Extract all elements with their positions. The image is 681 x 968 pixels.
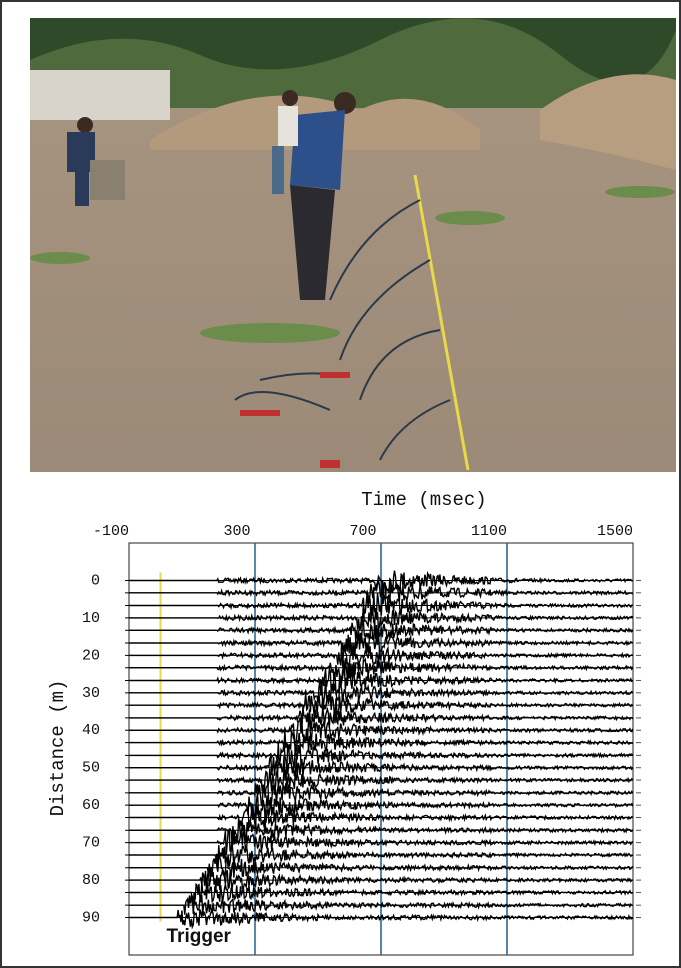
y-tick-label: 70 bbox=[82, 835, 100, 852]
y-tick-label: 10 bbox=[82, 610, 100, 627]
trace bbox=[129, 742, 634, 768]
trace bbox=[129, 842, 634, 867]
y-tick-label: 40 bbox=[82, 722, 100, 739]
x-tick-label: -100 bbox=[93, 523, 129, 540]
y-tick-label: 30 bbox=[82, 685, 100, 702]
trace bbox=[129, 706, 634, 731]
trace bbox=[129, 805, 634, 829]
trace bbox=[129, 908, 634, 930]
trace bbox=[129, 618, 634, 644]
trace bbox=[129, 768, 634, 793]
trace bbox=[129, 718, 634, 745]
y-tick-label: 90 bbox=[82, 910, 100, 927]
x-tick-label: 1100 bbox=[471, 523, 507, 540]
trace bbox=[129, 570, 633, 594]
y-axis-label: Distance (m) bbox=[47, 680, 69, 817]
x-axis-label: Time (msec) bbox=[361, 489, 486, 511]
trace bbox=[129, 855, 634, 878]
trace bbox=[129, 592, 633, 617]
x-tick-label: 700 bbox=[349, 523, 376, 540]
trace bbox=[129, 818, 634, 844]
trigger-label: Trigger bbox=[167, 926, 232, 947]
trace bbox=[129, 642, 634, 668]
x-tick-label: 1500 bbox=[597, 523, 633, 540]
trace bbox=[129, 680, 634, 705]
trace bbox=[129, 782, 634, 809]
trace bbox=[129, 657, 634, 684]
trace bbox=[129, 792, 634, 820]
trace bbox=[129, 829, 634, 855]
y-tick-label: 50 bbox=[82, 760, 100, 777]
field-photo bbox=[30, 18, 676, 472]
trace bbox=[129, 604, 634, 632]
trace bbox=[129, 579, 633, 605]
trace bbox=[129, 881, 634, 905]
trace bbox=[129, 730, 633, 754]
y-tick-label: 0 bbox=[91, 572, 100, 589]
y-tick-label: 60 bbox=[82, 797, 100, 814]
trace bbox=[129, 692, 634, 717]
trace bbox=[129, 630, 633, 657]
y-tick-label: 80 bbox=[82, 872, 100, 889]
y-tick-label: 20 bbox=[82, 647, 100, 664]
trace bbox=[129, 867, 633, 891]
x-tick-label: 300 bbox=[223, 523, 250, 540]
trace bbox=[129, 755, 634, 781]
trace bbox=[129, 666, 634, 696]
trace bbox=[129, 894, 633, 915]
